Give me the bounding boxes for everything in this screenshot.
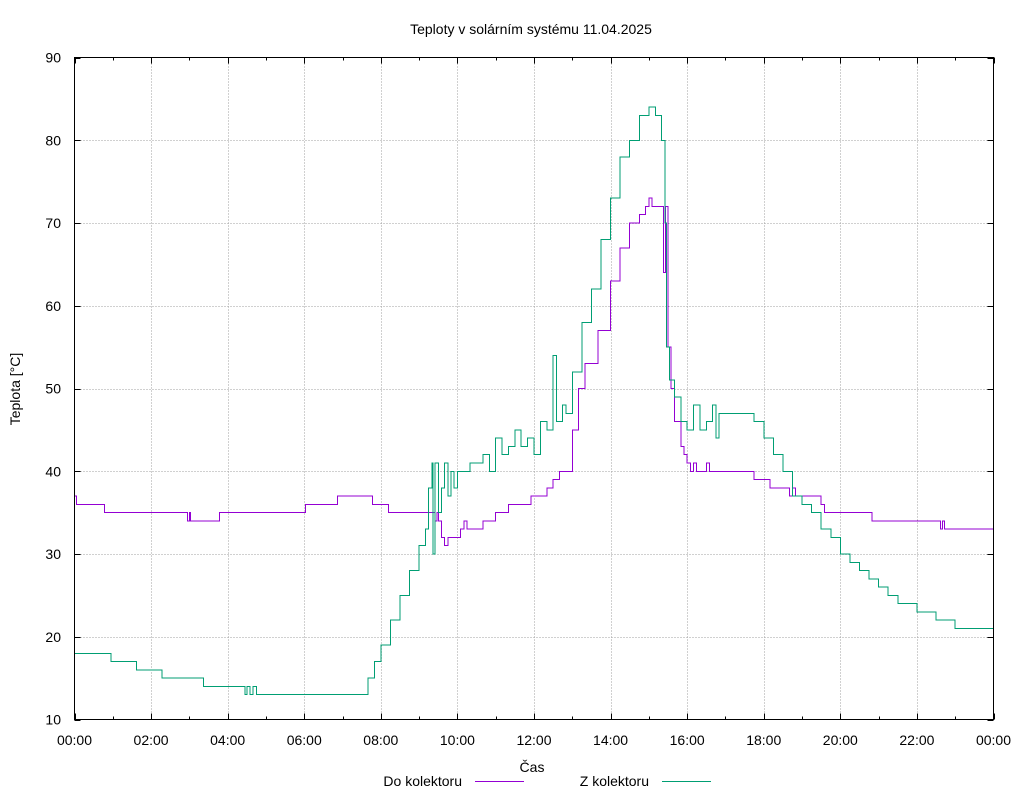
x-tick-label: 06:00 [287,732,322,748]
y-tick-label: 70 [45,215,61,231]
series-lines [74,106,994,696]
x-axis-label: Čas [520,759,545,775]
chart-title: Teploty v solárním systému 11.04.2025 [410,21,652,37]
y-tick-label: 80 [45,132,61,148]
x-tick-label: 16:00 [670,732,705,748]
grid-lines [74,57,994,720]
plot-frame [74,57,994,720]
axis-ticks [74,57,995,721]
x-tick-label: 22:00 [899,732,934,748]
x-tick-label: 04:00 [210,732,245,748]
x-tick-label: 18:00 [746,732,781,748]
x-tick-label: 14:00 [593,732,628,748]
y-tick-label: 50 [45,381,61,397]
y-tick-label: 60 [45,298,61,314]
x-tick-label: 00:00 [976,732,1011,748]
y-tick-label: 10 [45,712,61,728]
x-tick-label: 20:00 [823,732,858,748]
legend-label: Z kolektoru [580,773,649,789]
x-tick-labels: 00:00 02:00 04:00 06:00 08:00 10:00 12:00 14:00… [57,732,1011,748]
x-tick-label: 12:00 [516,732,551,748]
x-tick-label: 02:00 [134,732,169,748]
series-line-z-kolektoru [74,106,994,696]
x-tick-label: 10:00 [440,732,475,748]
y-tick-label: 90 [45,50,61,66]
x-tick-label: 00:00 [57,732,92,748]
y-axis-label: Teplota [°C] [7,353,23,426]
legend-label: Do kolektoru [383,773,462,789]
x-tick-label: 08:00 [363,732,398,748]
y-tick-labels: 10 20 30 40 50 60 70 80 90 [45,50,61,728]
y-tick-label: 40 [45,463,61,479]
y-tick-label: 20 [45,629,61,645]
series-line-do-kolektoru [74,197,994,547]
y-tick-label: 30 [45,546,61,562]
legend: Do kolektoru Z kolektoru [383,773,711,789]
